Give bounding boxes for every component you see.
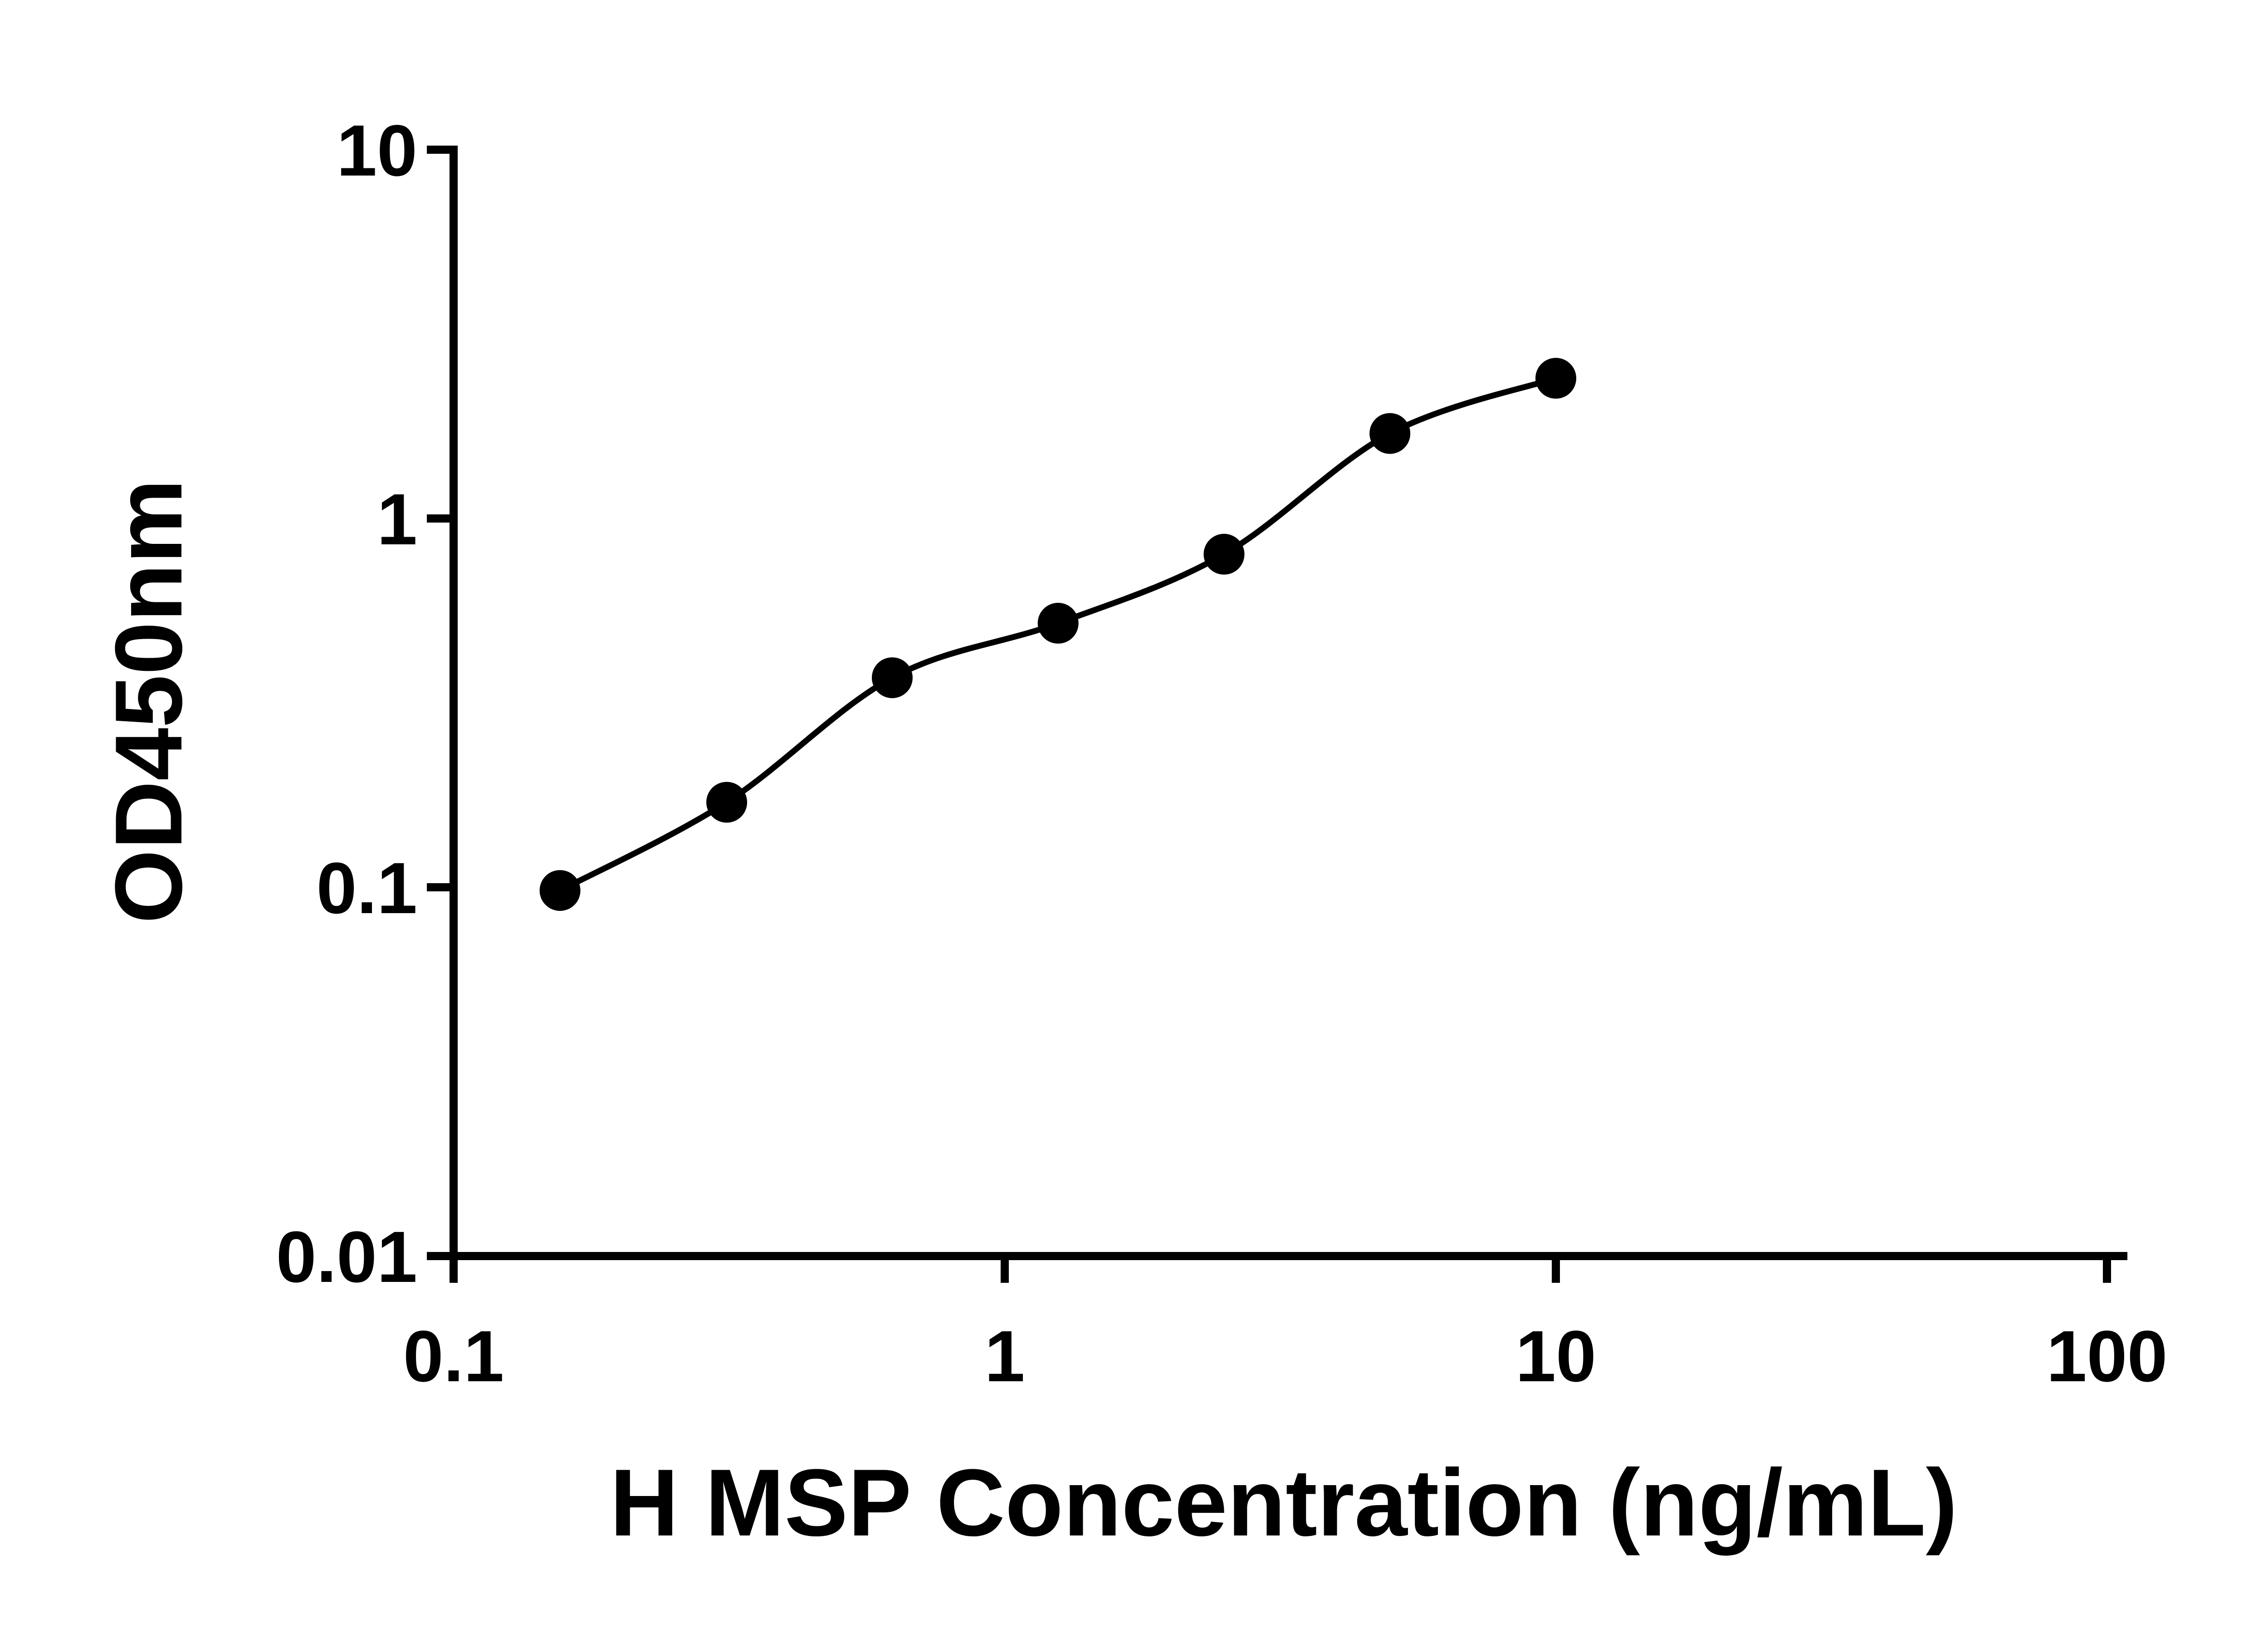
y-tick-label: 10 [337, 110, 417, 191]
data-point [539, 870, 581, 911]
ticks-layer [427, 146, 2111, 1283]
data-point [706, 782, 748, 823]
y-tick-label: 0.01 [276, 1216, 417, 1297]
x-axis-title: H MSP Concentration (ng/mL) [610, 1449, 1957, 1556]
tick-labels-layer: 0.1 1 10 100 0.01 0.1 1 10 [276, 110, 2168, 1397]
data-point [1535, 357, 1576, 399]
axes-layer [450, 146, 2127, 1260]
x-tick-label: 0.1 [403, 1315, 504, 1397]
data-point [872, 657, 913, 699]
y-tick-label: 1 [377, 479, 417, 560]
x-tick-label: 100 [2047, 1315, 2168, 1397]
data-point [1369, 413, 1411, 454]
plot-layer [539, 357, 1576, 911]
x-tick-label: 10 [1515, 1315, 1596, 1397]
data-point [1203, 533, 1245, 575]
data-point [1037, 602, 1079, 644]
x-tick-label: 1 [985, 1315, 1025, 1397]
y-tick-label: 0.1 [317, 847, 417, 929]
y-axis-title: OD450nm [95, 479, 202, 924]
